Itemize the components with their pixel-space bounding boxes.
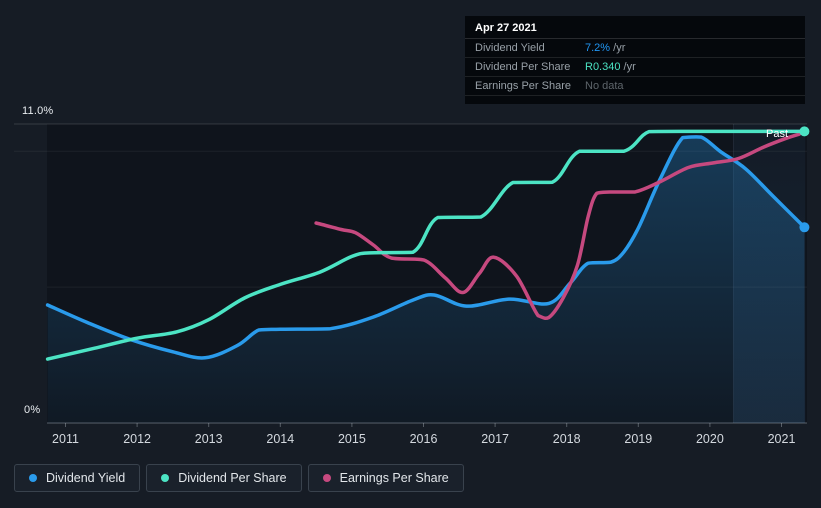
- tooltip-row-earnings-per-share: Earnings Per Share No data: [465, 77, 805, 96]
- x-tick-label: 2021: [768, 432, 796, 446]
- tooltip-label: Dividend Yield: [475, 42, 545, 54]
- dividend-per-share-line: [45, 129, 807, 361]
- legend-dot-icon: [322, 474, 331, 482]
- x-tick-label: 2013: [195, 432, 223, 446]
- x-tick-label: 2015: [338, 432, 366, 446]
- legend-dot-icon: [161, 474, 170, 482]
- legend-item-label: Earnings Per Share: [339, 471, 449, 485]
- x-tick-label: 2011: [52, 432, 79, 446]
- dividend-yield-line: [45, 135, 807, 360]
- dividend-history-chart[interactable]: 2011 2012 2013 2014 2015 2016 2017 2018 2019 2020…: [0, 0, 821, 455]
- tooltip-row-dividend-yield: Dividend Yield 7.2% /yr: [465, 39, 805, 58]
- chart-tooltip: Apr 27 2021 Dividend Yield 7.2% /yr Divi…: [465, 16, 805, 104]
- past-label: Past: [766, 128, 789, 140]
- tooltip-value: No data: [585, 80, 624, 92]
- y-axis-max-label: 11.0%: [22, 105, 54, 117]
- tooltip-row-dividend-per-share: Dividend Per Share R0.340 /yr: [465, 58, 805, 77]
- dividend-per-share-end-dot: [799, 126, 810, 137]
- legend-item-dividend-yield[interactable]: Dividend Yield: [14, 464, 141, 492]
- x-tick-label: 2018: [553, 432, 581, 446]
- x-tick-label: 2016: [410, 432, 438, 446]
- legend-item-dividend-per-share[interactable]: Dividend Per Share: [146, 464, 302, 492]
- tooltip-date: Apr 27 2021: [465, 16, 805, 39]
- tooltip-label: Dividend Per Share: [475, 61, 571, 73]
- tooltip-value: 7.2% /yr: [585, 42, 626, 54]
- legend-item-label: Dividend Yield: [46, 471, 126, 485]
- x-tick-label: 2019: [624, 432, 652, 446]
- legend-item-label: Dividend Per Share: [178, 471, 287, 485]
- legend: Dividend Yield Dividend Per Share Earnin…: [14, 464, 464, 492]
- earnings-per-share-line: [314, 132, 802, 321]
- x-tick-label: 2020: [696, 432, 724, 446]
- x-tick-label: 2017: [481, 432, 509, 446]
- tooltip-label: Earnings Per Share: [475, 80, 571, 92]
- x-tick-label: 2012: [123, 432, 151, 446]
- legend-dot-icon: [29, 474, 37, 482]
- x-tick-label: 2014: [266, 432, 294, 446]
- dividend-yield-area: [47, 136, 805, 424]
- y-axis-zero-label: 0%: [24, 404, 41, 416]
- tooltip-value: R0.340 /yr: [585, 61, 636, 73]
- dividend-yield-end-dot: [799, 222, 810, 233]
- legend-item-earnings-per-share[interactable]: Earnings Per Share: [307, 464, 464, 492]
